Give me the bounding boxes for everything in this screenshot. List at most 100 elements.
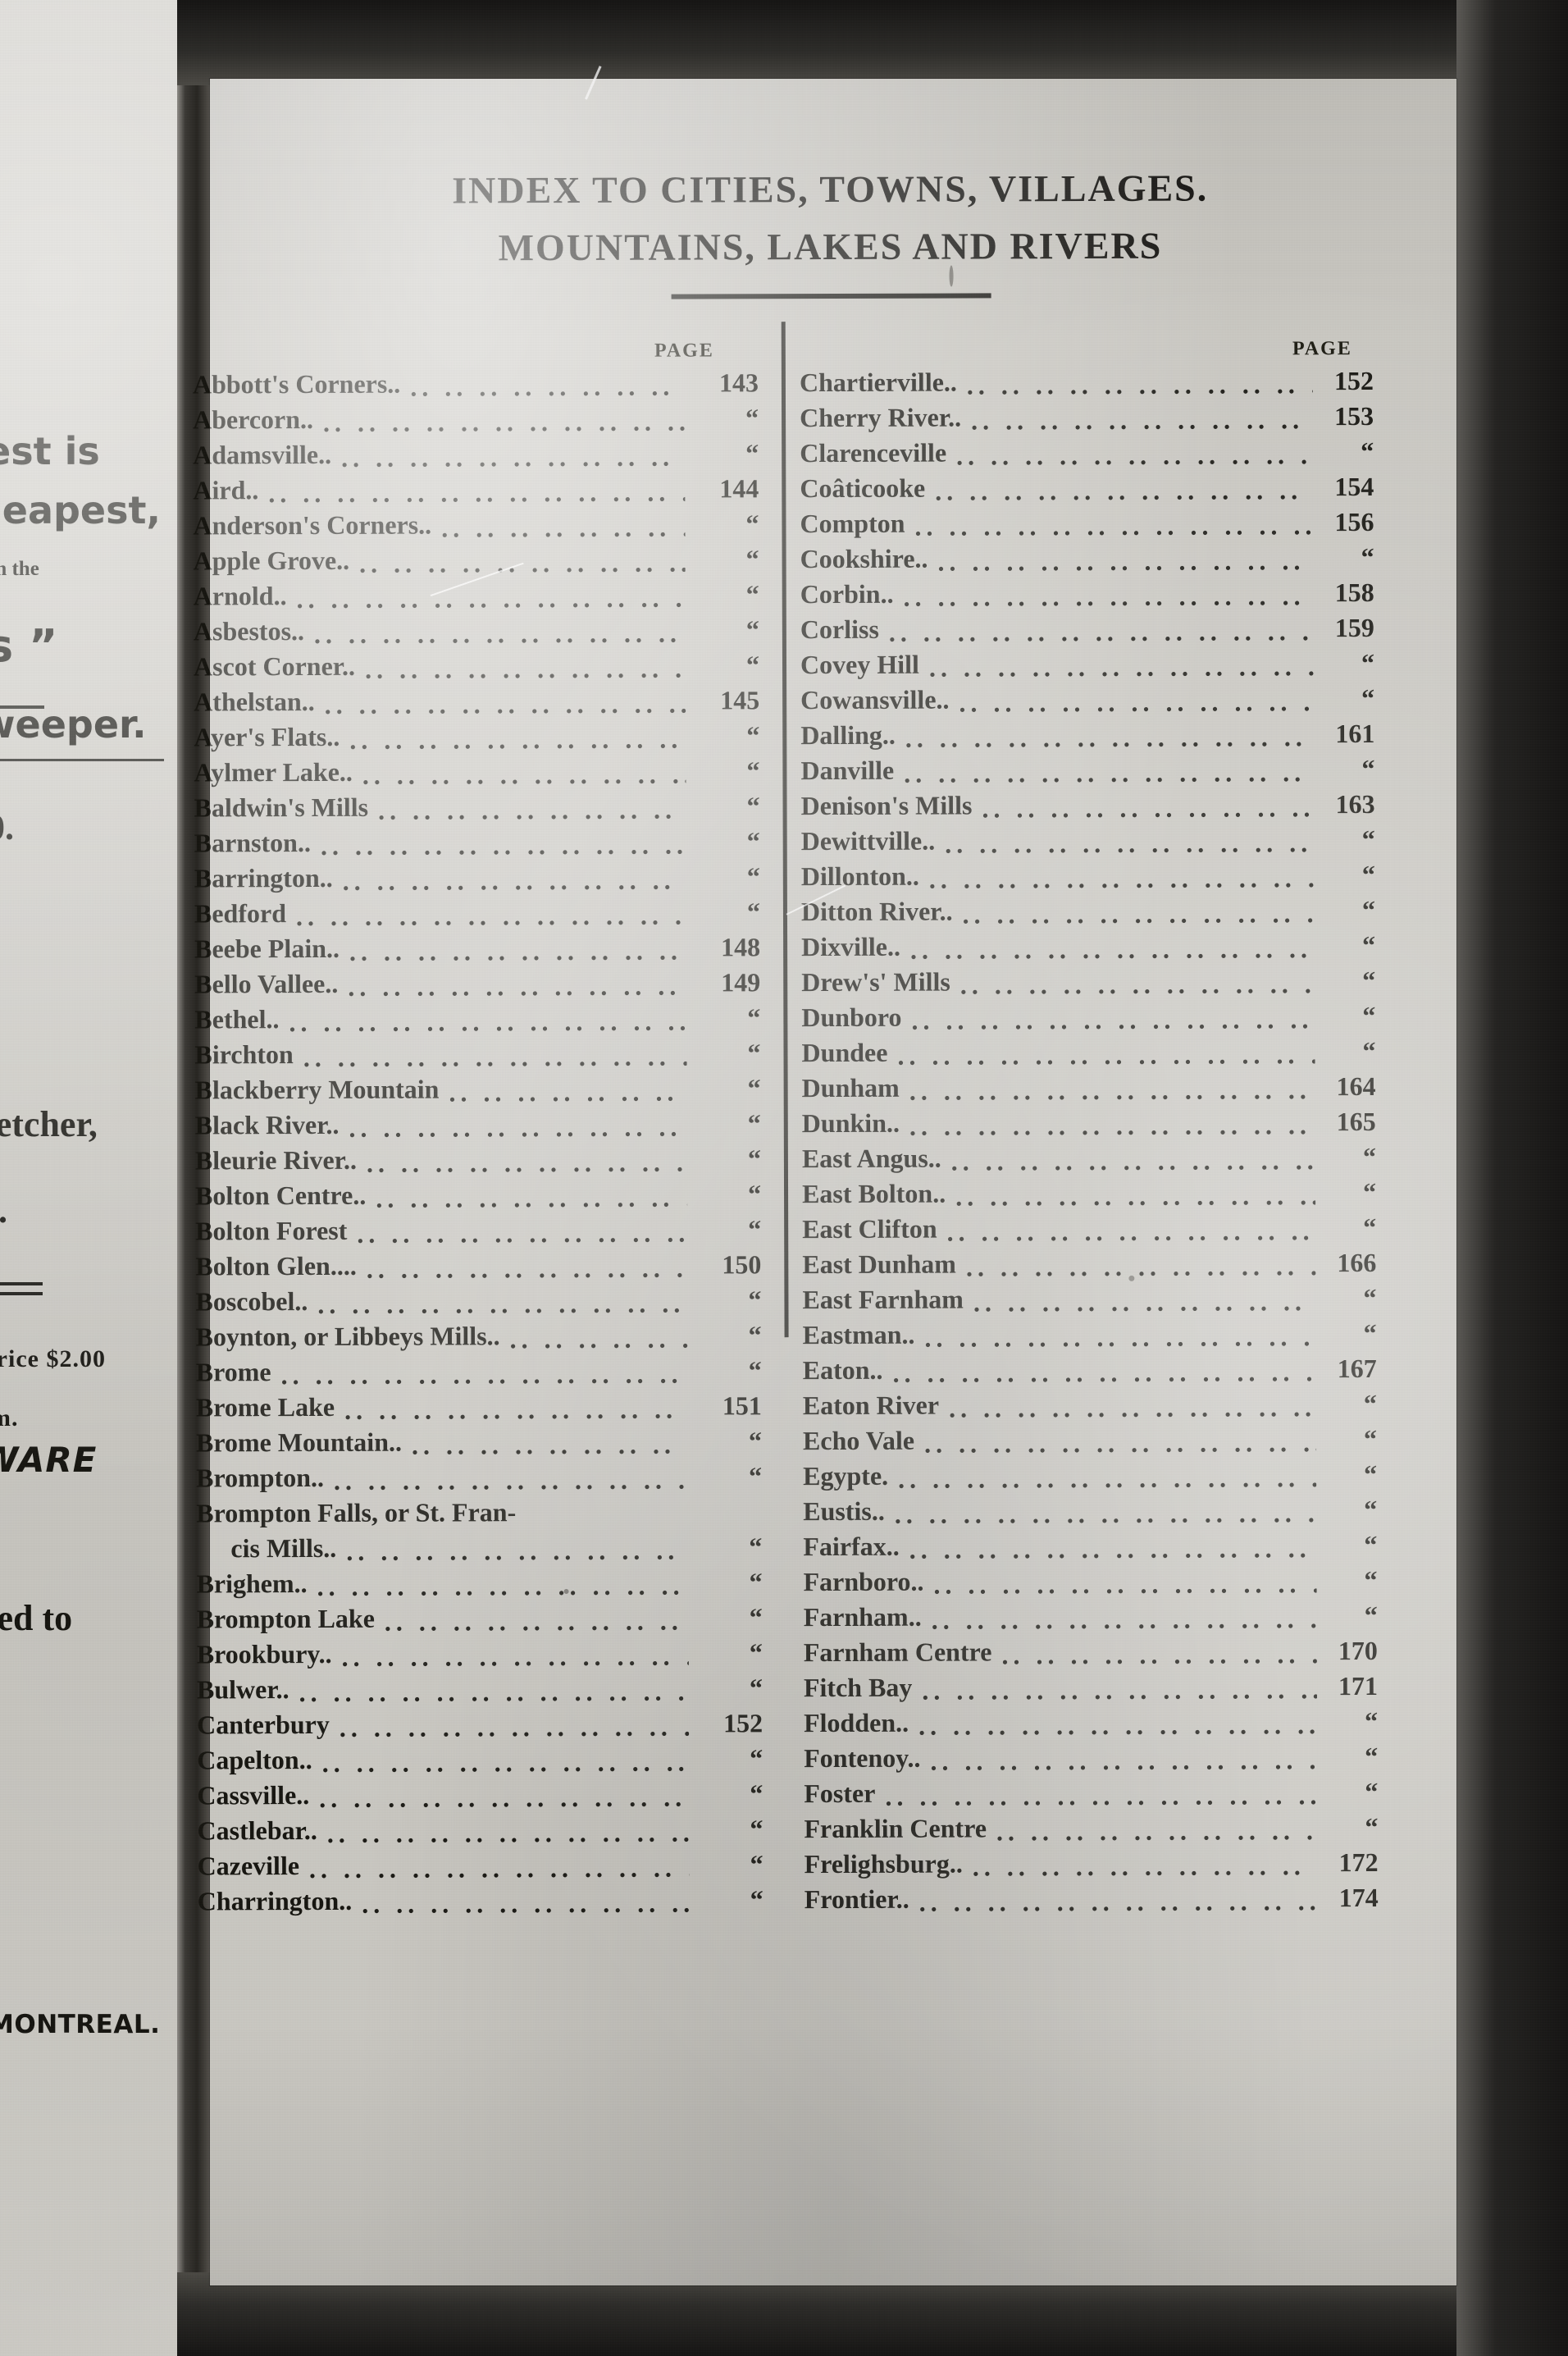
index-entry[interactable]: Adamsville.. .. .. .. .. .. .. .. .. .. .… xyxy=(193,438,759,475)
index-entry[interactable]: Capelton.. .. .. .. .. .. .. .. .. .. .. … xyxy=(197,1743,763,1780)
index-entry[interactable]: Dunboro .. .. .. .. .. .. .. .. .. .. .. … xyxy=(801,1001,1375,1038)
index-entry[interactable]: Brome Lake .. .. .. .. .. .. .. .. .. .. … xyxy=(196,1390,762,1427)
index-entry[interactable]: Flodden.. .. .. .. .. .. .. .. .. .. .. .… xyxy=(804,1706,1378,1743)
index-entry[interactable]: Castlebar.. .. .. .. .. .. .. .. .. .. ..… xyxy=(197,1814,763,1851)
index-entry[interactable]: Corliss .. .. .. .. .. .. .. .. .. .. .. … xyxy=(800,613,1374,650)
index-entry[interactable]: Asbestos.. .. .. .. .. .. .. .. .. .. .. … xyxy=(194,614,759,651)
index-entry[interactable]: Brompton Lake .. .. .. .. .. .. .. .. .. … xyxy=(197,1602,763,1639)
index-entry[interactable]: Eaton River .. .. .. .. .. .. .. .. .. ..… xyxy=(803,1389,1377,1426)
index-entry[interactable]: Ayer's Flats.. .. .. .. .. .. .. .. .. ..… xyxy=(194,720,759,757)
index-entry[interactable]: Barnston.. .. .. .. .. .. .. .. .. .. .. … xyxy=(194,826,760,863)
index-entry[interactable]: Dunkin.. .. .. .. .. .. .. .. .. .. .. ..… xyxy=(802,1107,1376,1144)
index-entry[interactable]: Boynton, or Libbeys Mills.. .. .. .. .. .… xyxy=(196,1320,762,1357)
index-entry[interactable]: Aylmer Lake.. .. .. .. .. .. .. .. .. .. … xyxy=(194,756,759,792)
index-entry[interactable]: Bolton Glen.... .. .. .. .. .. .. .. .. .… xyxy=(195,1249,761,1286)
index-entry[interactable]: Dundee .. .. .. .. .. .. .. .. .. .. .. .… xyxy=(801,1036,1375,1073)
index-entry[interactable]: Boscobel.. .. .. .. .. .. .. .. .. .. .. … xyxy=(195,1285,761,1322)
index-entry[interactable]: Danville .. .. .. .. .. .. .. .. .. .. ..… xyxy=(800,754,1374,791)
index-entry[interactable]: Baldwin's Mills .. .. .. .. .. .. .. .. .… xyxy=(194,791,760,828)
index-entry[interactable]: Corbin.. .. .. .. .. .. .. .. .. .. .. ..… xyxy=(800,578,1374,614)
index-entry[interactable]: Aird.. .. .. .. .. .. .. .. .. .. .. .. .… xyxy=(193,473,759,510)
index-entry[interactable]: Drew's' Mills .. .. .. .. .. .. .. .. .. … xyxy=(801,966,1375,1002)
index-entry[interactable]: Cazeville .. .. .. .. .. .. .. .. .. .. .… xyxy=(198,1849,763,1886)
index-entry[interactable]: Eustis.. .. .. .. .. .. .. .. .. .. .. ..… xyxy=(803,1495,1377,1532)
entry-name: Beebe Plain.. xyxy=(194,933,340,964)
index-entry[interactable]: Dixville.. .. .. .. .. .. .. .. .. .. .. … xyxy=(801,930,1375,967)
index-entry[interactable]: Bolton Centre.. .. .. .. .. .. .. .. .. .… xyxy=(195,1179,761,1216)
index-entry[interactable]: Abercorn.. .. .. .. .. .. .. .. .. .. .. … xyxy=(193,403,759,440)
index-entry[interactable]: East Dunham .. .. .. .. .. .. .. .. .. ..… xyxy=(802,1248,1376,1285)
entry-page-number: “ xyxy=(747,1002,761,1033)
index-entry[interactable]: Frontier.. .. .. .. .. .. .. .. .. .. .. … xyxy=(805,1883,1379,1920)
index-entry[interactable]: Bolton Forest .. .. .. .. .. .. .. .. .. … xyxy=(195,1214,761,1251)
entry-page-number: “ xyxy=(747,1073,761,1103)
index-entry[interactable]: Dalling.. .. .. .. .. .. .. .. .. .. .. .… xyxy=(800,719,1374,756)
index-entry[interactable]: East Clifton .. .. .. .. .. .. .. .. .. .… xyxy=(802,1212,1376,1249)
index-entry[interactable]: East Farnham .. .. .. .. .. .. .. .. .. .… xyxy=(802,1283,1376,1320)
index-entry[interactable]: Fairfax.. .. .. .. .. .. .. .. .. .. .. .… xyxy=(803,1530,1377,1567)
index-entry[interactable]: Egypte. .. .. .. .. .. .. .. .. .. .. .. … xyxy=(803,1459,1377,1496)
index-entry[interactable]: Brookbury.. .. .. .. .. .. .. .. .. .. ..… xyxy=(197,1637,763,1674)
index-entry[interactable]: Bello Vallee.. .. .. .. .. .. .. .. .. ..… xyxy=(194,967,760,1004)
index-entry[interactable]: Anderson's Corners.. .. .. .. .. .. .. ..… xyxy=(193,509,759,546)
index-entry[interactable]: Foster .. .. .. .. .. .. .. .. .. .. .. .… xyxy=(804,1777,1378,1814)
index-entry[interactable]: Denison's Mills .. .. .. .. .. .. .. .. .… xyxy=(801,789,1375,826)
index-entry[interactable]: Arnold.. .. .. .. .. .. .. .. .. .. .. ..… xyxy=(194,579,759,616)
entry-name: Drew's' Mills xyxy=(801,966,950,998)
index-entry[interactable]: Charrington.. .. .. .. .. .. .. .. .. .. … xyxy=(198,1884,763,1921)
entry-name: Capelton.. xyxy=(197,1744,312,1775)
index-entry[interactable]: Brighem.. .. .. .. .. .. .. .. .. .. .. .… xyxy=(196,1567,762,1604)
index-entry[interactable]: Fontenoy.. .. .. .. .. .. .. .. .. .. .. … xyxy=(804,1742,1378,1778)
index-entry[interactable]: Chartierville.. .. .. .. .. .. .. .. .. .… xyxy=(800,366,1374,403)
index-entry[interactable]: Black River.. .. .. .. .. .. .. .. .. .. … xyxy=(195,1108,761,1145)
index-entry[interactable]: Brome Mountain.. .. .. .. .. .. .. .. .. … xyxy=(196,1426,762,1463)
index-entry[interactable]: Bedford .. .. .. .. .. .. .. .. .. .. .. … xyxy=(194,897,760,934)
index-entry[interactable]: Farnham.. .. .. .. .. .. .. .. .. .. .. .… xyxy=(804,1600,1378,1637)
index-entry[interactable]: Dunham .. .. .. .. .. .. .. .. .. .. .. .… xyxy=(802,1071,1376,1108)
index-entry[interactable]: Birchton .. .. .. .. .. .. .. .. .. .. ..… xyxy=(194,1038,760,1075)
index-entry[interactable]: Franklin Centre .. .. .. .. .. .. .. .. .… xyxy=(804,1812,1378,1849)
index-entry[interactable]: Apple Grove.... .. .. .. .. .. .. .. .. … xyxy=(194,544,759,581)
index-entry[interactable]: Barrington.. .. .. .. .. .. .. .. .. .. .… xyxy=(194,861,760,898)
index-entry[interactable]: Bulwer.. .. .. .. .. .. .. .. .. .. .. ..… xyxy=(197,1673,763,1710)
index-entry[interactable]: Bleurie River.. .. .. .. .. .. .. .. .. .… xyxy=(195,1144,761,1180)
index-entry[interactable]: Cowansville.. .. .. .. .. .. .. .. .. .. … xyxy=(800,683,1374,720)
index-entry[interactable]: Eastman.. .. .. .. .. .. .. .. .. .. .. .… xyxy=(803,1318,1377,1355)
index-entry[interactable]: East Bolton.. .. .. .. .. .. .. .. .. .. … xyxy=(802,1177,1376,1214)
index-entry[interactable]: Compton .. .. .. .. .. .. .. .. .. .. .. … xyxy=(800,507,1374,544)
index-entry[interactable]: Farnboro.. .. .. .. .. .. .. .. .. .. .. … xyxy=(803,1565,1377,1602)
index-entry[interactable]: Abbott's Corners.. .. .. .. .. .. .. .. .… xyxy=(193,368,759,404)
index-entry[interactable]: East Angus.. .. .. .. .. .. .. .. .. .. .… xyxy=(802,1142,1376,1179)
index-entry[interactable]: Cherry River.. .. .. .. .. .. .. .. .. ..… xyxy=(800,401,1374,438)
entry-page-number: “ xyxy=(747,1108,761,1139)
index-entry[interactable]: Brome .. .. .. .. .. .. .. .. .. .. .. ..… xyxy=(196,1355,762,1392)
index-entry[interactable]: Ascot Corner.. .. .. .. .. .. .. .. .. ..… xyxy=(194,650,759,687)
index-entry[interactable]: Frelighsburg.. .. .. .. .. .. .. .. .. ..… xyxy=(805,1847,1379,1884)
index-entry[interactable]: Dewittville.. .. .. .. .. .. .. .. .. .. … xyxy=(801,824,1375,861)
entry-name: Corbin.. xyxy=(800,578,894,610)
entry-name: Dalling.. xyxy=(800,719,896,751)
entry-page-number: “ xyxy=(749,1637,763,1668)
index-entry[interactable]: Brompton Falls, or St. Fran-.. .. .. .. … xyxy=(196,1496,762,1533)
index-entry[interactable]: Farnham Centre .. .. .. .. .. .. .. .. ..… xyxy=(804,1636,1378,1673)
index-entry[interactable]: Eaton.. .. .. .. .. .. .. .. .. .. .. .. … xyxy=(803,1354,1377,1390)
index-entry[interactable]: Cookshire.. .. .. .. .. .. .. .. .. .. ..… xyxy=(800,542,1374,579)
index-entry[interactable]: Canterbury .. .. .. .. .. .. .. .. .. .. … xyxy=(197,1708,763,1745)
index-entry[interactable]: Dillonton.. .. .. .. .. .. .. .. .. .. ..… xyxy=(801,860,1375,897)
index-entry[interactable]: Cassville.. .. .. .. .. .. .. .. .. .. ..… xyxy=(197,1778,763,1815)
index-entry[interactable]: Echo Vale .. .. .. .. .. .. .. .. .. .. .… xyxy=(803,1424,1377,1461)
index-entry[interactable]: Blackberry Mountain .. .. .. .. .. .. .. … xyxy=(195,1073,761,1110)
index-entry[interactable]: Clarenceville .. .. .. .. .. .. .. .. .. … xyxy=(800,436,1374,473)
index-entry[interactable]: Beebe Plain.. .. .. .. .. .. .. .. .. .. … xyxy=(194,932,760,969)
index-entry[interactable]: Coâticooke .. .. .. .. .. .. .. .. .. .. … xyxy=(800,472,1374,509)
index-entry[interactable]: Ditton River.. .. .. .. .. .. .. .. .. ..… xyxy=(801,895,1375,932)
index-entry[interactable]: cis Mills.. .. .. .. .. .. .. .. .. .. ..… xyxy=(196,1532,762,1568)
index-entry[interactable]: Fitch Bay .. .. .. .. .. .. .. .. .. .. .… xyxy=(804,1671,1378,1708)
entry-page-number: “ xyxy=(1365,1776,1379,1806)
leader-dots: .. .. .. .. .. .. .. .. .. .. .. .. .. .… xyxy=(937,546,1313,577)
index-entry[interactable]: Bethel.. .. .. .. .. .. .. .. .. .. .. ..… xyxy=(194,1002,760,1039)
index-entry[interactable]: Brompton.. .. .. .. .. .. .. .. .. .. .. … xyxy=(196,1461,762,1498)
index-entry[interactable]: Covey Hill .. .. .. .. .. .. .. .. .. .. … xyxy=(800,648,1374,685)
entry-name: East Dunham xyxy=(802,1249,956,1280)
index-entry[interactable]: Athelstan.. .. .. .. .. .. .. .. .. .. ..… xyxy=(194,685,759,722)
